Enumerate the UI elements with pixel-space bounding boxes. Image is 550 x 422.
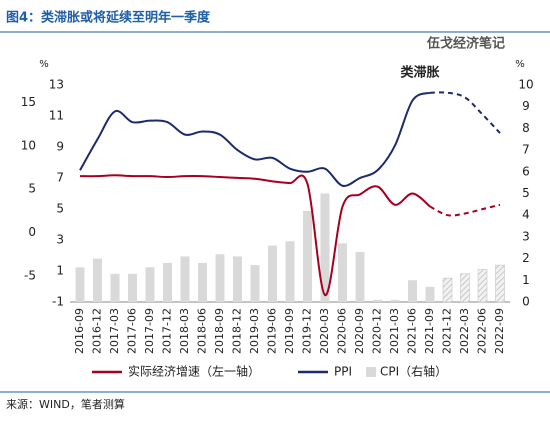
watermark: 伍戈经济笔记 [426,36,505,52]
y2-tick-label: 3 [522,229,530,243]
x-tick-label: 2019-09 [283,308,296,354]
bar [425,286,435,302]
bar [215,254,225,302]
x-tick-label: 2016-12 [91,308,104,354]
x-tick-label: 2018-03 [178,308,191,354]
line [429,203,501,217]
y-tick-label: 7 [56,171,64,185]
bar [163,262,172,302]
legend-label: CPI（右轴） [380,364,447,379]
x-tick-label: 2022-03 [458,308,471,354]
bar [128,273,137,302]
y3-tick-label: -5 [24,268,36,282]
bar [250,265,260,302]
bar [93,258,102,302]
y2-tick-label: 6 [522,164,530,178]
x-tick-label: 2021-09 [423,308,436,354]
x-tick-label: 2019-12 [301,308,314,354]
bar [285,241,295,302]
bar [460,273,470,303]
y2-tick-label: 5 [522,186,530,200]
y-tick-label: 11 [49,109,64,123]
y2-unit: % [515,59,525,70]
x-tick-label: 2021-12 [441,308,454,354]
y-tick-label: 3 [56,233,64,247]
x-tick-label: 2021-03 [388,308,401,354]
y-unit: % [39,59,49,70]
x-tick-label: 2017-03 [108,308,121,354]
bar [145,267,155,302]
bar [390,299,400,302]
bar [180,256,190,302]
bar [373,299,382,302]
line [429,91,501,134]
bar [75,267,85,302]
legend-label: 实际经济增速（左一轴） [128,364,260,379]
x-tick-label: 2019-03 [248,308,261,354]
bar [495,264,505,303]
x-tick-label: 2022-09 [493,308,506,354]
bar [408,280,417,302]
line [79,91,431,187]
x-tick-label: 2019-06 [266,308,279,354]
bar [198,262,207,302]
x-tick-label: 2020-12 [371,308,384,354]
bar [233,256,242,302]
bar [320,193,330,302]
y3-tick-label: 0 [28,225,36,239]
x-tick-label: 2017-09 [143,308,156,354]
y3-tick-label: 15 [21,95,36,109]
y3-tick-label: 10 [21,138,36,152]
chart-title: 图4：类滞胀或将延续至明年一季度 [6,10,211,26]
bar [477,269,488,303]
y3-tick-label: 5 [28,182,36,196]
y2-tick-label: 9 [522,99,530,113]
y2-tick-label: 7 [522,143,530,157]
y2-tick-label: 8 [522,121,530,135]
y2-tick-label: 1 [522,273,530,287]
x-tick-label: 2020-06 [336,308,349,354]
x-tick-label: 2020-09 [353,308,366,354]
x-tick-label: 2017-06 [126,308,139,354]
bar [338,243,347,302]
x-tick-label: 2020-03 [318,308,331,354]
bar [442,277,453,303]
y-tick-label: 1 [56,264,64,278]
y2-tick-label: 4 [522,208,530,222]
bar [110,273,120,302]
y-tick-label: 5 [56,202,64,216]
x-tick-label: 2018-06 [196,308,209,354]
y2-tick-label: 2 [522,251,530,265]
legend-swatch [366,367,376,377]
x-tick-label: 2016-09 [73,308,86,354]
legend-label: PPI [334,365,352,379]
y2-tick-label: 10 [518,78,533,92]
y-tick-label: 13 [49,78,64,92]
y2-tick-label: 0 [522,295,530,309]
x-tick-label: 2018-12 [231,308,244,354]
line [79,174,431,297]
annotation: 类滞胀 [400,65,439,81]
bar [303,210,312,302]
x-tick-label: 2018-09 [213,308,226,354]
y-tick-label: 9 [56,140,64,154]
x-tick-label: 2021-06 [406,308,419,354]
x-tick-label: 2017-12 [161,308,174,354]
source: 来源：WIND，笔者测算 [6,397,125,411]
x-tick-label: 2022-06 [476,308,489,354]
bar [355,252,365,302]
bar [268,245,277,302]
y-tick-label: -1 [52,295,64,309]
